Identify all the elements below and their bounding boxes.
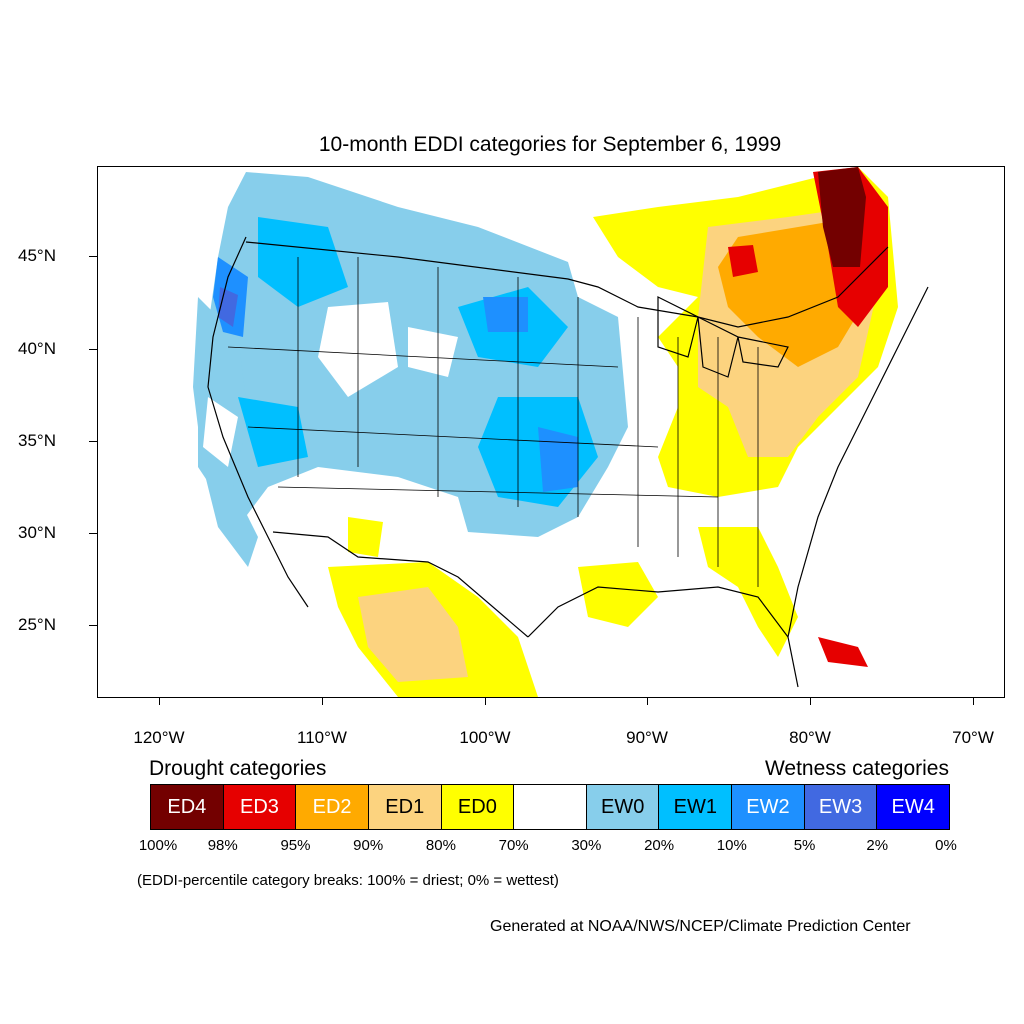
percent-break-label: 0% (935, 837, 957, 854)
legend-box-ew3: EW3 (804, 785, 878, 829)
lon-tick (810, 697, 811, 705)
map-canvas (193, 167, 929, 697)
percent-break-label: 100% (138, 837, 178, 854)
lat-label-25: 25°N (18, 615, 56, 634)
drought-region-texas-pan (348, 517, 383, 557)
legend-box-ed0: ED0 (441, 785, 515, 829)
drought-region-gulf (578, 562, 658, 627)
lat-label-45: 45°N (18, 246, 56, 265)
lon-tick (973, 697, 974, 705)
wet-region-dakota (483, 297, 528, 332)
lon-tick (647, 697, 648, 705)
west-coast (207, 236, 309, 608)
lat-tick (89, 349, 97, 350)
legend-box-ed1: ED1 (368, 785, 442, 829)
legend-box-ed3: ED3 (223, 785, 297, 829)
lat-tick (89, 625, 97, 626)
percent-break-label: 80% (425, 837, 456, 854)
legend-box-ew0: EW0 (586, 785, 660, 829)
east-coast (787, 286, 929, 638)
lon-label-100: 100°W (459, 728, 511, 747)
lon-label-70: 70°W (952, 728, 994, 747)
drought-region-maine-ed4 (818, 167, 866, 267)
mexico-border (272, 531, 529, 638)
lat-label-40: 40°N (18, 339, 56, 358)
great-lakes (657, 296, 789, 378)
legend-box-neutral (514, 785, 587, 829)
percent-break-label: 20% (644, 837, 675, 854)
lat-label-30: 30°N (18, 523, 56, 542)
state-lines (227, 257, 759, 587)
drought-region-cuba (818, 637, 868, 667)
percent-break-label: 90% (353, 837, 384, 854)
lon-label-90: 90°W (626, 728, 668, 747)
percent-break-label: 95% (280, 837, 311, 854)
lon-tick (322, 697, 323, 705)
lon-tick (485, 697, 486, 705)
legend-box-ew4: EW4 (877, 785, 950, 829)
boundaries (207, 236, 929, 688)
eddi-map (97, 166, 1005, 698)
lat-tick (89, 533, 97, 534)
percent-break-label: 30% (571, 837, 602, 854)
percent-break-label: 5% (793, 837, 816, 854)
drought-heading: Drought categories (149, 757, 327, 780)
percent-break-label: 70% (498, 837, 529, 854)
wet-region-kansas-core (538, 427, 578, 492)
gulf-coast (527, 586, 799, 688)
map-title: 10-month EDDI categories for September 6… (318, 133, 782, 156)
drought-region-southeast (698, 527, 798, 657)
drought-region-mexico-ed1 (358, 587, 468, 682)
lat-label-35: 35°N (18, 431, 56, 450)
lat-tick (89, 256, 97, 257)
credit-line: Generated at NOAA/NWS/NCEP/Climate Predi… (490, 918, 911, 935)
drought-regions (328, 167, 898, 697)
percent-break-label: 2% (866, 837, 889, 854)
lon-tick (159, 697, 160, 705)
us-canada-border (245, 241, 889, 328)
wetness-heading: Wetness categories (764, 757, 949, 780)
drought-region-michigan-ed3 (728, 245, 758, 277)
percent-break-label: 98% (207, 837, 238, 854)
legend-box-ed2: ED2 (296, 785, 369, 829)
lat-tick (89, 441, 97, 442)
percent-break-label: 10% (716, 837, 747, 854)
legend-box-ed4: ED4 (151, 785, 224, 829)
lon-label-80: 80°W (789, 728, 831, 747)
lon-label-110: 110°W (297, 728, 347, 747)
wet-region-idaho (258, 217, 348, 307)
wet-region-nevada-blotch (238, 397, 308, 467)
legend-box-ew1: EW1 (659, 785, 733, 829)
wetness-regions (193, 172, 628, 567)
legend-box-ew2: EW2 (732, 785, 805, 829)
lon-label-120: 120°W (133, 728, 185, 747)
category-legend: ED4 ED3 ED2 ED1 ED0 EW0 EW1 EW2 EW3 EW4 (150, 784, 950, 830)
category-note: (EDDI-percentile category breaks: 100% =… (137, 872, 559, 889)
